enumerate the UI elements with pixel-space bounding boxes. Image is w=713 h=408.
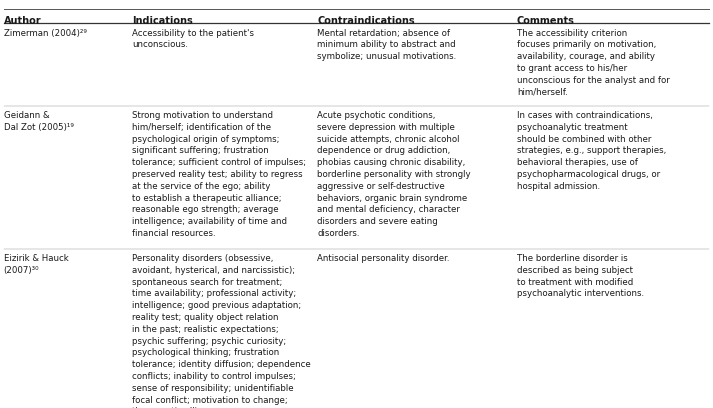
Text: Zimerman (2004)²⁹: Zimerman (2004)²⁹ bbox=[4, 29, 86, 38]
Text: Author: Author bbox=[4, 16, 41, 26]
Text: Mental retardation; absence of
minimum ability to abstract and
symbolize; unusua: Mental retardation; absence of minimum a… bbox=[317, 29, 456, 61]
Text: Geidann &
Dal Zot (2005)¹⁹: Geidann & Dal Zot (2005)¹⁹ bbox=[4, 111, 73, 132]
Text: Eizirik & Hauck
(2007)³⁰: Eizirik & Hauck (2007)³⁰ bbox=[4, 254, 68, 275]
Text: Contraindications: Contraindications bbox=[317, 16, 415, 26]
Text: The borderline disorder is
described as being subject
to treatment with modified: The borderline disorder is described as … bbox=[517, 254, 644, 298]
Text: The accessibility criterion
focuses primarily on motivation,
availability, coura: The accessibility criterion focuses prim… bbox=[517, 29, 670, 97]
Text: Accessibility to the patient's
unconscious.: Accessibility to the patient's unconscio… bbox=[132, 29, 254, 49]
Text: Comments: Comments bbox=[517, 16, 575, 26]
Text: Strong motivation to understand
him/herself; identification of the
psychological: Strong motivation to understand him/hers… bbox=[132, 111, 306, 238]
Text: Antisocial personality disorder.: Antisocial personality disorder. bbox=[317, 254, 450, 263]
Text: Acute psychotic conditions,
severe depression with multiple
suicide attempts, ch: Acute psychotic conditions, severe depre… bbox=[317, 111, 471, 238]
Text: In cases with contraindications,
psychoanalytic treatment
should be combined wit: In cases with contraindications, psychoa… bbox=[517, 111, 666, 191]
Text: Indications: Indications bbox=[132, 16, 193, 26]
Text: Personality disorders (obsessive,
avoidant, hysterical, and narcissistic);
spont: Personality disorders (obsessive, avoida… bbox=[132, 254, 311, 408]
